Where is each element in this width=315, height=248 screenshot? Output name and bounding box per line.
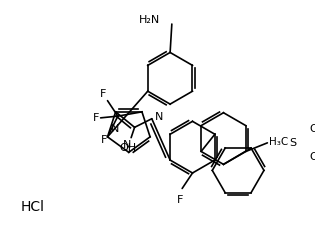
Text: F: F [177, 195, 184, 205]
Text: S: S [289, 138, 297, 148]
Text: HCl: HCl [20, 200, 44, 215]
Text: F: F [100, 89, 106, 99]
Text: F: F [101, 135, 107, 145]
Text: O: O [310, 124, 315, 134]
Text: H₃C: H₃C [269, 137, 288, 147]
Text: N: N [111, 124, 119, 134]
Text: H₂N: H₂N [139, 15, 160, 25]
Text: N: N [123, 140, 131, 150]
Text: N: N [154, 112, 163, 122]
Text: OH: OH [119, 143, 136, 153]
Text: F: F [93, 113, 99, 123]
Text: O: O [310, 152, 315, 162]
